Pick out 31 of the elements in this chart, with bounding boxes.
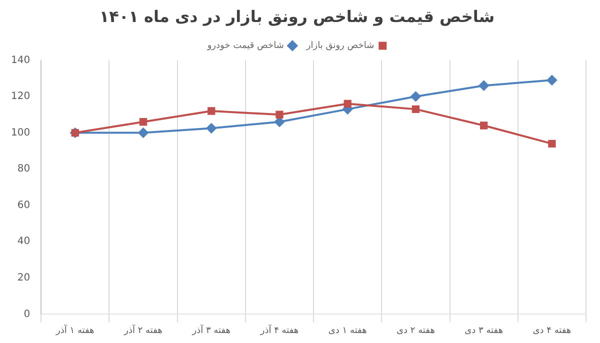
point <box>478 80 489 91</box>
x-tick-label: هفته ۳ دی <box>464 326 504 336</box>
y-tick-label: 0 <box>24 308 30 320</box>
chart-title: شاخص قیمت و شاخص رونق بازار در دی ماه ۱۴۰۱ <box>99 6 495 26</box>
y-tick-label: 20 <box>17 272 30 284</box>
x-tick-label: هفته ۲ آذر <box>123 324 163 336</box>
point <box>344 100 352 108</box>
y-tick-label: 120 <box>10 91 30 102</box>
y-tick-label: 60 <box>17 200 30 211</box>
x-tick-label: هفته ۱ دی <box>328 326 368 336</box>
point <box>138 128 148 138</box>
point <box>139 118 148 126</box>
point <box>410 91 421 102</box>
x-tick-label: هفته ۲ دی <box>396 326 436 336</box>
y-tick-label: 100 <box>10 127 30 138</box>
point <box>546 75 557 86</box>
x-tick-label: هفته ۴ آذر <box>259 324 299 336</box>
x-tick-label: هفته ۱ آذر <box>55 324 95 336</box>
point <box>412 105 420 114</box>
y-tick-label: 80 <box>17 164 30 175</box>
point <box>208 107 216 115</box>
x-tick-label: هفته ۳ آذر <box>191 324 231 336</box>
point <box>548 140 556 148</box>
point <box>276 110 284 118</box>
y-tick-label: 140 <box>10 54 30 66</box>
legend-label: شاخص قیمت خودرو <box>206 41 284 52</box>
point <box>480 122 488 130</box>
point <box>206 123 216 134</box>
y-tick-label: 40 <box>17 236 30 248</box>
legend-label: شاخص رونق بازار <box>305 41 374 52</box>
x-tick-label: هفته ۴ دی <box>532 326 572 336</box>
